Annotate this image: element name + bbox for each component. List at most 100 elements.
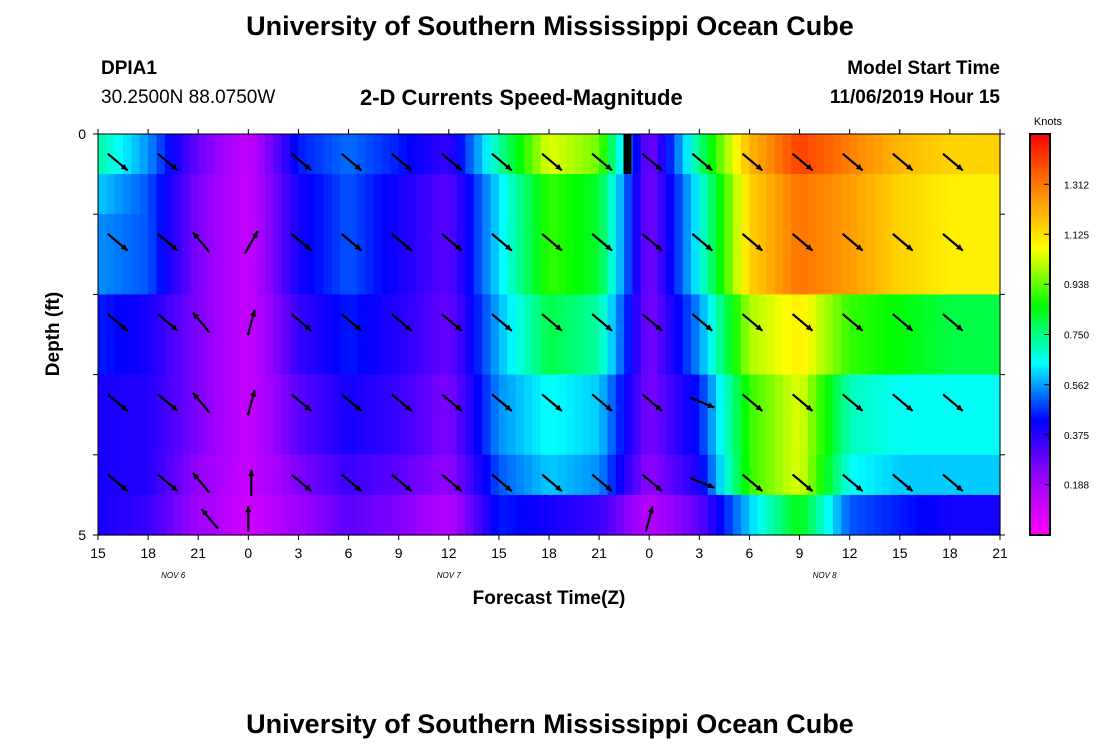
- heat-cell: [690, 454, 700, 496]
- heat-cell: [941, 134, 951, 175]
- current-vector: [541, 473, 563, 493]
- heat-cell: [557, 214, 567, 295]
- heat-cell: [816, 494, 826, 536]
- current-vector: [741, 313, 764, 332]
- heat-cell: [941, 294, 951, 376]
- heat-cell: [883, 454, 893, 496]
- heat-cell: [98, 294, 107, 376]
- colorbar-tick-label: 0.750: [1064, 331, 1089, 342]
- heat-cell: [515, 134, 525, 175]
- heat-cell: [574, 174, 584, 215]
- heat-cell: [624, 174, 634, 215]
- heat-cell: [398, 174, 408, 215]
- heat-cell: [214, 494, 224, 536]
- heat-cell: [858, 454, 867, 496]
- current-vector: [791, 233, 814, 252]
- heat-cell: [933, 374, 943, 456]
- heat-cell: [549, 174, 558, 215]
- heat-cell: [206, 454, 216, 496]
- heat-cell: [832, 214, 842, 295]
- heat-cell: [532, 374, 542, 456]
- heat-cell: [507, 134, 517, 175]
- heat-cell: [549, 494, 558, 536]
- heat-cell: [832, 374, 842, 456]
- current-vector: [157, 393, 179, 412]
- heat-cell: [665, 374, 675, 456]
- heat-cell: [281, 134, 291, 175]
- heat-cell: [432, 214, 442, 295]
- heat-cell: [549, 374, 558, 456]
- heat-cell: [774, 214, 784, 295]
- heat-cell: [841, 134, 851, 175]
- heat-cell: [540, 374, 550, 456]
- heat-cell: [966, 454, 976, 496]
- heat-cell: [883, 494, 893, 536]
- heat-cell: [440, 374, 450, 456]
- heat-cell: [916, 454, 926, 496]
- heat-cell: [173, 454, 183, 496]
- heat-cell: [523, 214, 533, 295]
- plot-title: 2-D Currents Speed-Magnitude: [360, 85, 683, 110]
- heat-cell: [315, 134, 325, 175]
- heat-cell: [507, 454, 517, 496]
- heat-cell: [732, 174, 742, 215]
- heat-cell: [123, 214, 133, 295]
- day-label: NOV 7: [437, 571, 462, 580]
- heat-cell: [974, 214, 984, 295]
- heat-cell: [908, 374, 918, 456]
- heat-cell: [866, 214, 876, 295]
- heat-cell: [290, 294, 300, 376]
- heat-cell: [590, 174, 600, 215]
- heat-cell: [156, 494, 166, 536]
- heat-cell: [114, 374, 124, 456]
- heat-cell: [223, 214, 233, 295]
- heat-cell: [315, 174, 325, 215]
- heat-cell: [549, 454, 558, 496]
- heat-cell: [757, 214, 767, 295]
- heat-cell: [415, 294, 425, 376]
- heat-cell: [974, 294, 984, 376]
- heat-cell: [490, 454, 500, 496]
- heat-cell: [356, 374, 366, 456]
- heat-cell: [908, 494, 918, 536]
- heat-cell: [356, 494, 366, 536]
- heat-cell: [674, 134, 684, 175]
- heat-cell: [365, 494, 375, 536]
- heat-cell: [824, 134, 834, 175]
- heat-cell: [306, 454, 316, 496]
- heat-cell: [482, 294, 492, 376]
- heat-cell: [348, 214, 358, 295]
- heat-cell: [106, 134, 116, 175]
- current-vector: [290, 313, 313, 332]
- current-vector: [892, 152, 914, 172]
- heat-cell: [690, 174, 700, 215]
- heat-cell: [448, 294, 458, 376]
- heat-cell: [632, 174, 642, 215]
- heat-cell: [265, 294, 274, 376]
- heat-cell: [131, 454, 141, 496]
- heat-cell: [649, 214, 659, 295]
- heat-cell: [599, 174, 609, 215]
- heat-cell: [958, 214, 968, 295]
- heat-cell: [114, 454, 124, 496]
- heat-cell: [323, 294, 333, 376]
- heat-cell: [899, 294, 909, 376]
- heat-cell: [624, 374, 634, 456]
- heat-cell: [156, 454, 166, 496]
- current-vector: [290, 152, 313, 172]
- heat-cell: [590, 134, 600, 175]
- heat-cell: [173, 494, 183, 536]
- current-vector: [641, 233, 663, 252]
- current-vector: [157, 473, 179, 493]
- heat-cell: [532, 294, 542, 376]
- heat-cell: [390, 134, 400, 175]
- heat-cell: [173, 294, 183, 376]
- heat-cell: [498, 214, 508, 295]
- current-vector: [892, 473, 914, 493]
- heat-cell: [791, 214, 801, 295]
- current-vector: [942, 473, 964, 493]
- heat-cell: [473, 454, 483, 496]
- heat-cell: [214, 294, 224, 376]
- heat-cell: [557, 174, 567, 215]
- heat-cell: [741, 374, 751, 456]
